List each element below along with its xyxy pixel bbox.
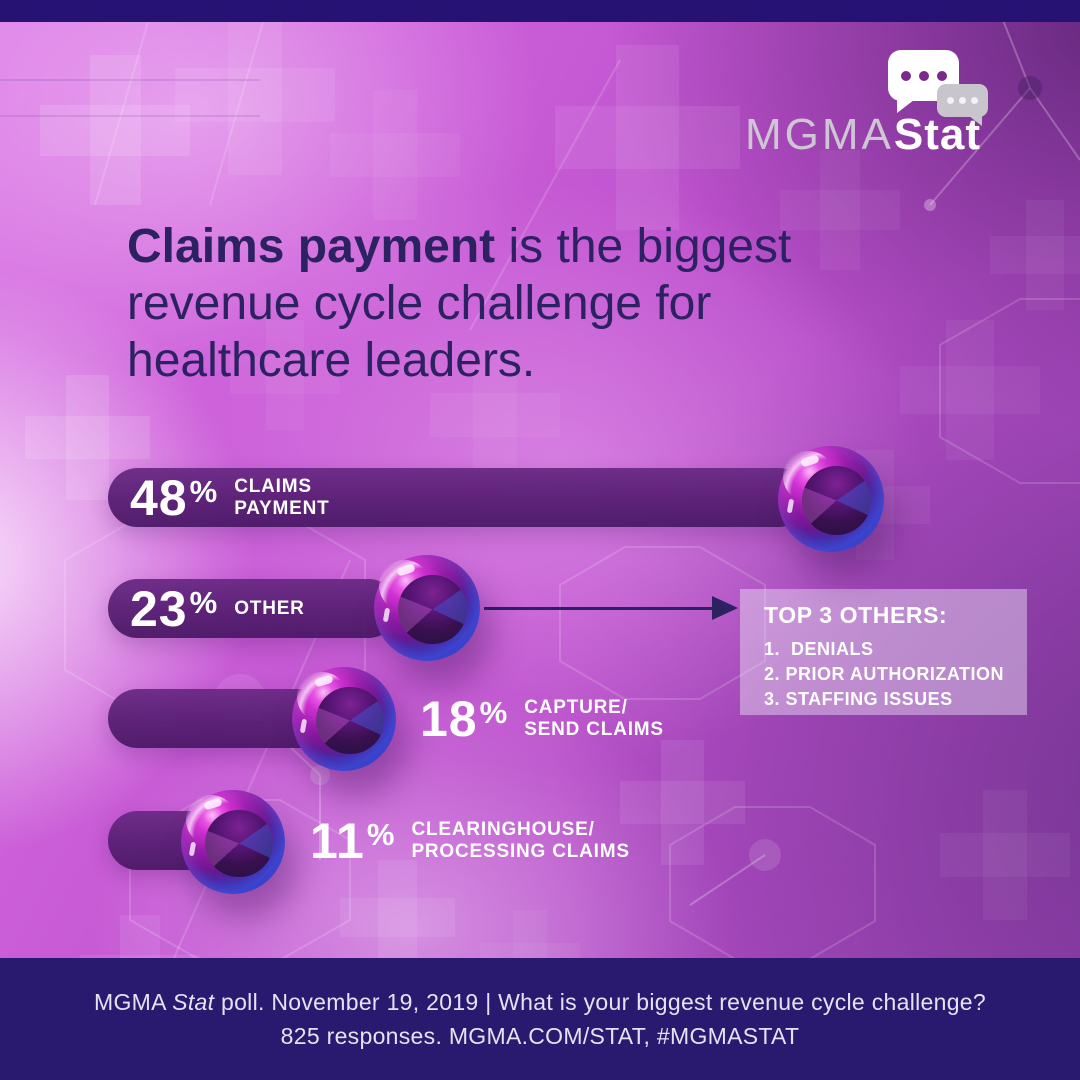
sphere-marker-capture-send xyxy=(292,667,396,771)
footer-line-2: 825 responses. MGMA.COM/STAT, #MGMASTAT xyxy=(280,1023,800,1049)
bar-clearinghouse-processing-label: 11% CLEARINGHOUSE/PROCESSING CLAIMS xyxy=(310,811,630,870)
bar-value: 11% xyxy=(310,812,396,869)
logo-wordmark: MGMAStat xyxy=(745,110,981,160)
bar-label: CLEARINGHOUSE/PROCESSING CLAIMS xyxy=(411,818,630,862)
top-3-others-callout: TOP 3 OTHERS: 1. DENIALS 2. PRIOR AUTHOR… xyxy=(740,589,1027,715)
bar-label: CAPTURE/SEND CLAIMS xyxy=(524,696,664,740)
arrow-head-icon xyxy=(712,596,738,620)
logo-suffix: Stat xyxy=(893,110,982,159)
arrow-line xyxy=(484,607,714,610)
bar-label: OTHER xyxy=(234,597,305,619)
speech-bubble-small-icon xyxy=(937,84,988,126)
sphere-marker-other xyxy=(374,555,480,661)
sphere-marker-claims-payment xyxy=(778,446,884,552)
headline-line-3: healthcare leaders. xyxy=(127,334,536,387)
callout-item: 2. PRIOR AUTHORIZATION xyxy=(764,664,1004,684)
speech-bubble-icon xyxy=(888,50,959,113)
headline-line-2: revenue cycle challenge for xyxy=(127,277,712,330)
footer-line-1: MGMA Stat poll. November 19, 2019 | What… xyxy=(94,989,986,1015)
page-title: Claims payment is the biggest revenue cy… xyxy=(127,218,791,389)
logo-brand: MGMA xyxy=(745,110,894,159)
bar-value: 23% xyxy=(130,580,219,637)
headline-line-1: Claims payment is the biggest xyxy=(127,220,792,273)
callout-title: TOP 3 OTHERS: xyxy=(764,602,948,628)
callout-item: 3. STAFFING ISSUES xyxy=(764,689,953,709)
sphere-marker-clearinghouse xyxy=(181,790,285,894)
bar-other: 23% OTHER xyxy=(108,579,398,638)
callout-item: 1. DENIALS xyxy=(764,639,874,659)
bar-claims-payment: 48% CLAIMS PAYMENT xyxy=(108,468,808,527)
source-footer: MGMA Stat poll. November 19, 2019 | What… xyxy=(0,958,1080,1080)
top-border-bar xyxy=(0,0,1080,22)
bar-value: 18% xyxy=(420,690,509,747)
bar-value: 48% xyxy=(130,469,219,526)
bar-capture-send-claims-label: 18% CAPTURE/SEND CLAIMS xyxy=(420,689,664,748)
bar-label: CLAIMS PAYMENT xyxy=(234,475,330,519)
